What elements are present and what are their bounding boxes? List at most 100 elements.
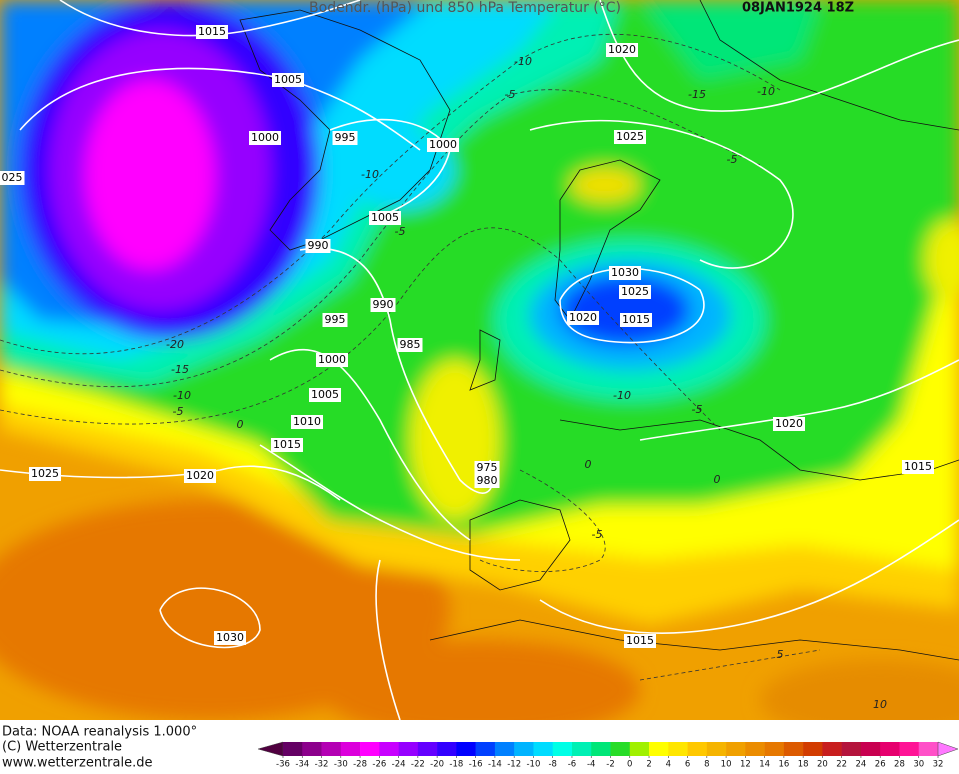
- colorbar-cell: [302, 742, 322, 756]
- colorbar-tick-label: -18: [449, 760, 463, 770]
- colorbar-tick-label: 20: [817, 760, 828, 770]
- isobar-label-box: [291, 415, 323, 429]
- colorbar-cell: [841, 742, 862, 756]
- map-title: Bodendr. (hPa) und 850 hPa Temperatur (°…: [309, 0, 621, 16]
- colorbar-tick-label: -28: [353, 760, 367, 770]
- colorbar-tick-label: 28: [894, 760, 905, 770]
- colorbar-tick-label: 10: [721, 760, 732, 770]
- isobar-label-box: [614, 130, 646, 144]
- isobar-label: 985: [400, 338, 421, 351]
- isobar-label: 1000: [251, 131, 279, 144]
- colorbar-tick-label: 4: [666, 760, 671, 770]
- isobar-label: 1025: [616, 130, 644, 143]
- isobar-label: 1025: [31, 467, 59, 480]
- isobar-label: 1025: [621, 285, 649, 298]
- temperature-label: -5: [505, 88, 516, 101]
- isobar-label: 1015: [198, 25, 226, 38]
- colorbar-cell: [687, 742, 708, 756]
- source-note: Data: NOAA reanalysis 1.000°: [2, 725, 197, 740]
- isobar-label: 995: [325, 313, 346, 326]
- colorbar-tick-label: -20: [430, 760, 444, 770]
- map-date: 08JAN1924 18Z: [742, 1, 854, 16]
- isobar-label: 990: [373, 298, 394, 311]
- colorbar-cell: [494, 742, 515, 756]
- colorbar-tick-label: 30: [913, 760, 924, 770]
- copyright-note: (C) Wetterzentrale: [2, 740, 122, 755]
- isobar-label-box: [370, 298, 396, 312]
- colorbar-tick-label: -32: [315, 760, 329, 770]
- temperature-label: -10: [361, 168, 379, 181]
- colorbar-tick-label: -36: [276, 760, 290, 770]
- isobar-label-box: [196, 25, 228, 39]
- colorbar-cell: [398, 742, 419, 756]
- colorbar-tick-label: 22: [836, 760, 847, 770]
- isobar-label: 1020: [569, 311, 597, 324]
- isobar-label: 995: [335, 131, 356, 144]
- isobar-label-box: [322, 313, 348, 327]
- colorbar-cell: [360, 742, 380, 756]
- website-note: www.wetterzentrale.de: [2, 756, 152, 771]
- isobar-label: 1015: [904, 460, 932, 473]
- temperature-label: -10: [514, 55, 532, 68]
- colorbar-cell: [668, 742, 688, 756]
- colorbar-cell: [321, 742, 342, 756]
- isobar-label: 1030: [216, 631, 244, 644]
- colorbar-tick-label: -10: [526, 760, 540, 770]
- isobar-label-box: [309, 388, 341, 402]
- isobar-label: 1010: [293, 415, 321, 428]
- colorbar-tick-label: -2: [606, 760, 614, 770]
- colorbar-tick-label: 2: [646, 760, 651, 770]
- temperature-label: 0: [714, 473, 721, 486]
- colorbar-tick-label: -14: [488, 760, 502, 770]
- isobar-label: 1020: [186, 469, 214, 482]
- colorbar-cell: [649, 742, 669, 756]
- colorbar-cell: [417, 742, 438, 756]
- isobar-label-box: [474, 461, 500, 475]
- isobar-label-box: [214, 631, 246, 645]
- isobar-label-box: [427, 138, 459, 152]
- colorbar-tick-label: 26: [875, 760, 886, 770]
- isobar-label: 1020: [608, 43, 636, 56]
- colorbar-cell: [745, 742, 765, 756]
- colorbar-tick-label: -16: [469, 760, 483, 770]
- isobar-label-box: [474, 474, 500, 488]
- isobar-label-box: [397, 338, 423, 352]
- colorbar-cell: [860, 742, 881, 756]
- colorbar-cell: [629, 742, 650, 756]
- temperature-label: -15: [171, 363, 189, 376]
- isobar-label-box: [609, 266, 641, 280]
- colorbar-tick-label: 14: [759, 760, 770, 770]
- isobar-label: 975: [477, 461, 498, 474]
- isobar-label-box: [316, 353, 348, 367]
- colorbar-tick-label: 32: [933, 760, 944, 770]
- isobar-label-box: [606, 43, 638, 57]
- colorbar-cell: [379, 742, 399, 756]
- colorbar-cell: [475, 742, 496, 756]
- colorbar-cell: [514, 742, 534, 756]
- colorbar-cell: [783, 742, 804, 756]
- temperature-label: -10: [757, 85, 775, 98]
- colorbar-tick-label: -22: [411, 760, 425, 770]
- temperature-label: -5: [727, 153, 738, 166]
- colorbar-cell: [918, 742, 939, 756]
- colorbar-tick-label: -6: [568, 760, 576, 770]
- colorbar-cell: [899, 742, 920, 756]
- isobar-label-box: [249, 131, 281, 145]
- colorbar-cell: [533, 742, 554, 756]
- isobar-label: 1030: [611, 266, 639, 279]
- temperature-label: 10: [873, 698, 887, 711]
- isobar-label-box: [369, 211, 401, 225]
- colorbar-cell: [437, 742, 457, 756]
- colorbar-cell: [552, 742, 573, 756]
- colorbar-tick-label: -8: [548, 760, 556, 770]
- isobar-label: 1005: [274, 73, 302, 86]
- isobar-label-box: [305, 239, 331, 253]
- temperature-label: -5: [592, 528, 603, 541]
- temperature-label: 0: [585, 458, 592, 471]
- colorbar-cell: [880, 742, 900, 756]
- isobar-label-box: [0, 171, 25, 185]
- colorbar-tick-label: -12: [507, 760, 521, 770]
- isobar-label-box: [567, 311, 599, 325]
- isobar-label-box: [272, 73, 304, 87]
